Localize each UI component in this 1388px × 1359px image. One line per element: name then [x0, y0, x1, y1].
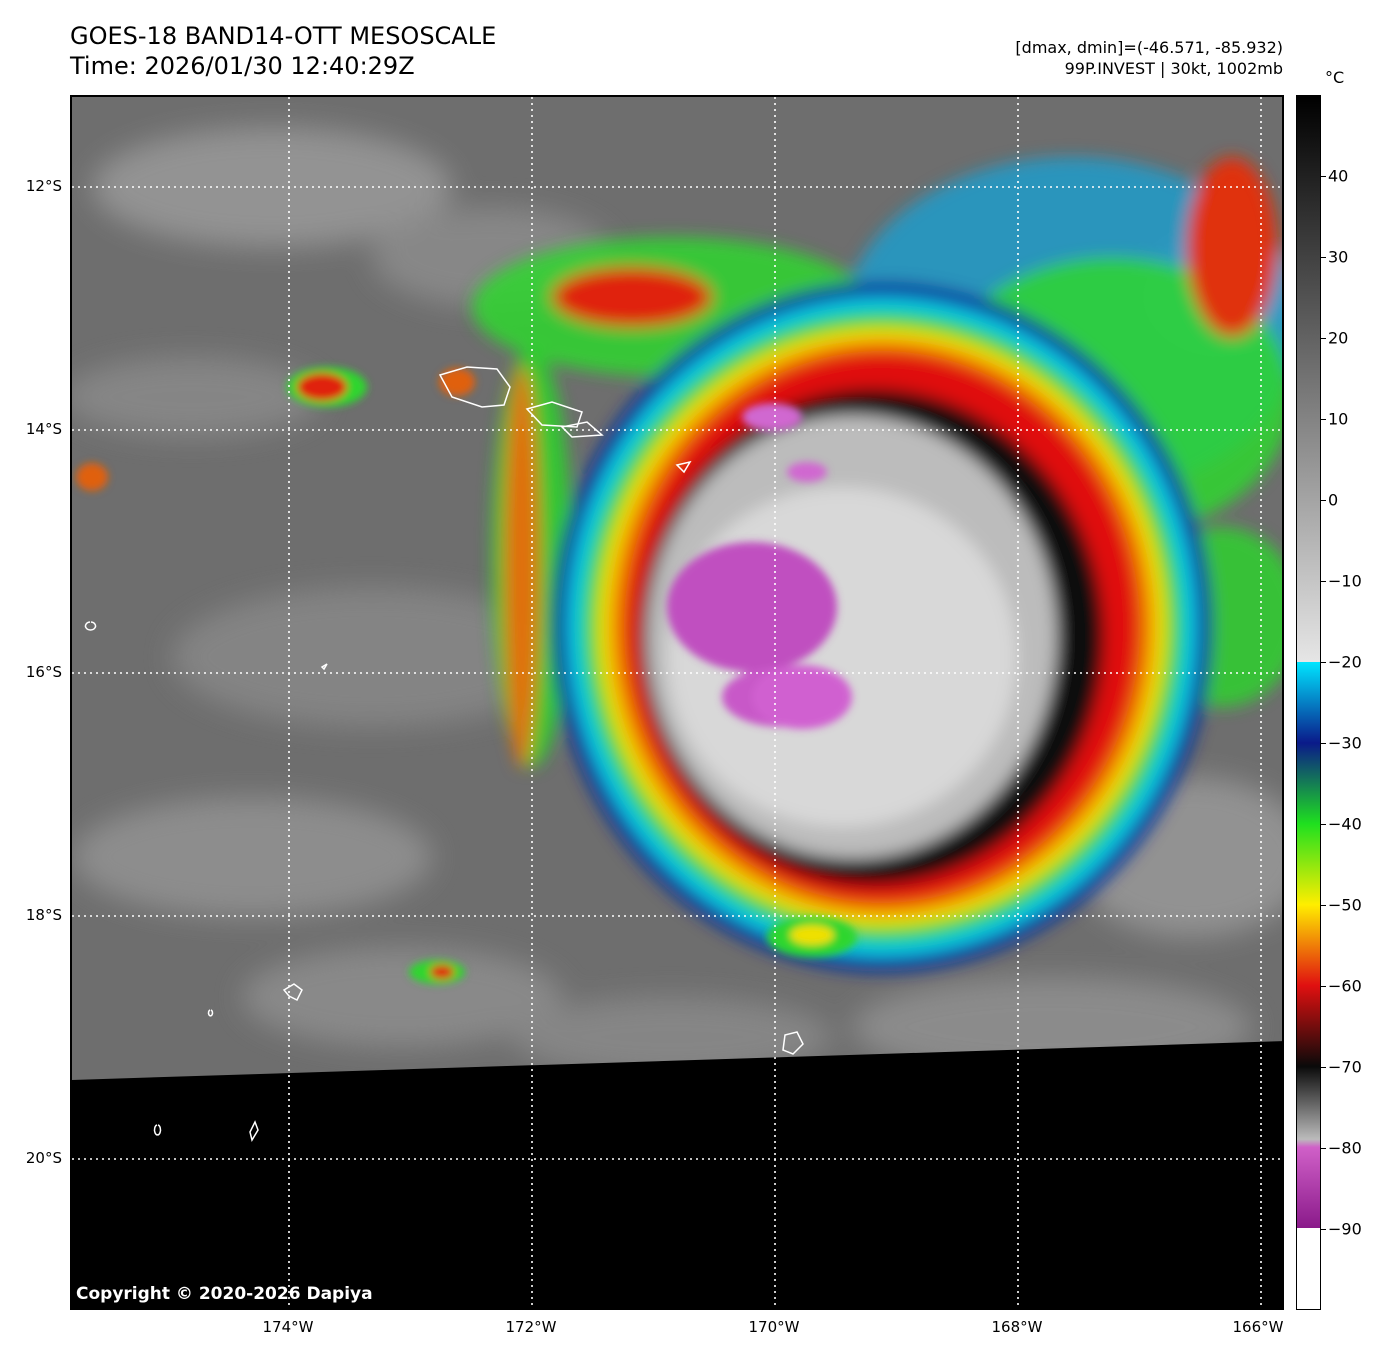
- lon-label-174w: 174°W: [262, 1318, 314, 1336]
- colorbar-tick-label: −30: [1328, 733, 1362, 753]
- satellite-map: [70, 95, 1284, 1310]
- colorbar-tick-label: −60: [1328, 976, 1362, 996]
- colorbar-tick-label: 30: [1328, 247, 1349, 267]
- colorbar-tick-label: 0: [1328, 490, 1339, 510]
- colorbar-tick-label: −10: [1328, 571, 1362, 591]
- convective-cells: [76, 367, 857, 984]
- lon-label-166w: 166°W: [1232, 1318, 1284, 1336]
- colorbar-tick: [1321, 1067, 1326, 1068]
- colorbar-tick: [1321, 1148, 1326, 1149]
- colorbar-tick: [1321, 743, 1326, 744]
- colorbar-tick: [1321, 500, 1326, 501]
- chart-title: GOES-18 BAND14-OTT MESOSCALE: [70, 22, 497, 50]
- colorbar-tick-label: −80: [1328, 1138, 1362, 1158]
- dmax-dmin-info: [dmax, dmin]=(-46.571, -85.932): [1015, 38, 1283, 57]
- colorbar-tick: [1321, 419, 1326, 420]
- colorbar-tick: [1321, 176, 1326, 177]
- colorbar-tick-label: −50: [1328, 895, 1362, 915]
- colorbar-tick-label: −70: [1328, 1057, 1362, 1077]
- satellite-imagery: [72, 97, 1282, 1308]
- colorbar-tick-label: −40: [1328, 814, 1362, 834]
- chart-timestamp: Time: 2026/01/30 12:40:29Z: [70, 52, 415, 80]
- copyright-notice: Copyright © 2020-2026 Dapiya: [76, 1284, 373, 1304]
- colorbar-tick: [1321, 986, 1326, 987]
- lon-label-170w: 170°W: [748, 1318, 800, 1336]
- lat-label-16s: 16°S: [25, 663, 62, 681]
- colorbar-tick: [1321, 338, 1326, 339]
- no-data-region: [72, 1041, 1282, 1308]
- coastlines: [84, 366, 804, 1142]
- cold-cloud-tops: [667, 403, 852, 729]
- colorbar-unit: °C: [1325, 68, 1345, 87]
- colorbar-tick: [1321, 905, 1326, 906]
- lat-label-18s: 18°S: [25, 906, 62, 924]
- colorbar-tick-label: 40: [1328, 166, 1349, 186]
- colorbar-tick: [1321, 662, 1326, 663]
- colorbar-tick-label: 10: [1328, 409, 1349, 429]
- colorbar-tick-label: −20: [1328, 652, 1362, 672]
- lat-label-12s: 12°S: [25, 177, 62, 195]
- gridlines: [72, 97, 1282, 1308]
- colorbar-tick: [1321, 824, 1326, 825]
- lat-label-14s: 14°S: [25, 420, 62, 438]
- colorbar-tick-label: 20: [1328, 328, 1349, 348]
- colorbar-tick: [1321, 257, 1326, 258]
- colorbar-tick: [1321, 581, 1326, 582]
- lon-label-172w: 172°W: [505, 1318, 557, 1336]
- lon-label-168w: 168°W: [991, 1318, 1043, 1336]
- colorbar-tick-label: −90: [1328, 1219, 1362, 1239]
- storm-info: 99P.INVEST | 30kt, 1002mb: [1064, 59, 1283, 78]
- lat-label-20s: 20°S: [25, 1149, 62, 1167]
- colorbar-tick: [1321, 1229, 1326, 1230]
- colorbar: [1296, 95, 1321, 1310]
